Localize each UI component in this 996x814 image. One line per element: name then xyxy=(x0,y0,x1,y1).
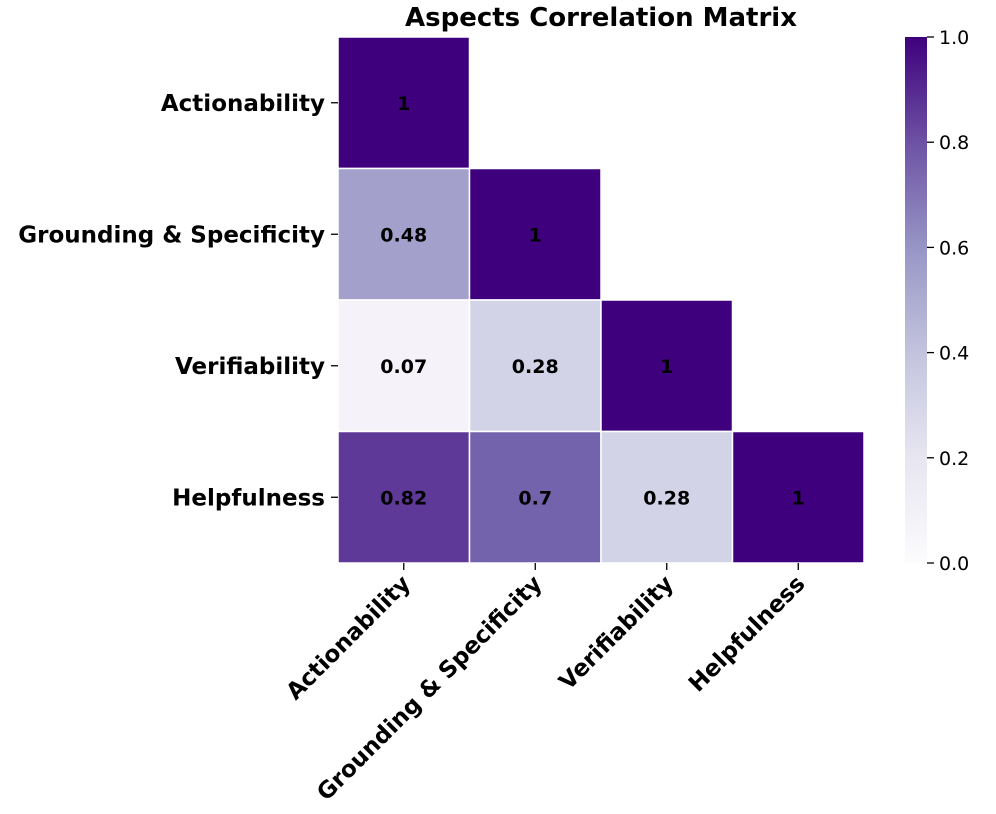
y-axis-labels: Actionability Grounding & Specificity Veri… xyxy=(18,91,338,511)
heatmap-cell xyxy=(337,167,471,301)
cell-value-label: 0.48 xyxy=(380,224,427,246)
cell-value-label: 0.07 xyxy=(380,356,427,378)
cell-value-label: 1 xyxy=(792,487,805,509)
colorbar-gradient xyxy=(905,37,927,563)
colorbar-tick-label: 0.6 xyxy=(939,237,969,259)
cell-value-label: 0.28 xyxy=(643,487,690,509)
colorbar-ticks: 0.0 0.2 0.4 0.6 0.8 1.0 xyxy=(927,27,969,575)
y-tick-label: Helpfulness xyxy=(172,485,325,511)
heatmap-cell xyxy=(468,167,602,301)
colorbar-tick-label: 1.0 xyxy=(939,27,969,49)
y-tick-label: Actionability xyxy=(161,91,325,117)
y-tick-label: Grounding & Specificity xyxy=(18,222,325,248)
heatmap-cell xyxy=(337,299,471,433)
heatmap-cell xyxy=(468,299,602,433)
heatmap-cell xyxy=(337,36,471,170)
heatmap-cell xyxy=(731,430,865,564)
cell-value-label: 1 xyxy=(397,93,410,115)
heatmap-cell xyxy=(600,299,734,433)
cell-value-label: 0.82 xyxy=(380,487,427,509)
colorbar-tick-label: 0.0 xyxy=(939,553,969,575)
x-tick-label: Verifiability xyxy=(555,571,679,695)
colorbar: 0.0 0.2 0.4 0.6 0.8 1.0 xyxy=(905,27,969,575)
colorbar-tick-label: 0.8 xyxy=(939,132,969,154)
chart-title: Aspects Correlation Matrix xyxy=(405,3,797,33)
colorbar-tick-label: 0.4 xyxy=(939,343,969,365)
cell-value-label: 0.28 xyxy=(512,356,559,378)
cell-value-label: 1 xyxy=(529,224,542,246)
heatmap-cell xyxy=(468,430,602,564)
y-tick-label: Verifiability xyxy=(175,354,325,380)
x-tick-label: Helpfulness xyxy=(684,571,810,697)
x-tick-label: Grounding & Specificity xyxy=(312,571,547,806)
cell-value-label: 1 xyxy=(660,356,673,378)
colorbar-tick-label: 0.2 xyxy=(939,448,969,470)
x-tick-label: Actionability xyxy=(282,571,416,705)
heatmap-cells: 1 0.48 1 0.07 0.28 1 0.82 0.7 0.28 1 xyxy=(337,36,865,564)
cell-value-label: 0.7 xyxy=(518,487,552,509)
